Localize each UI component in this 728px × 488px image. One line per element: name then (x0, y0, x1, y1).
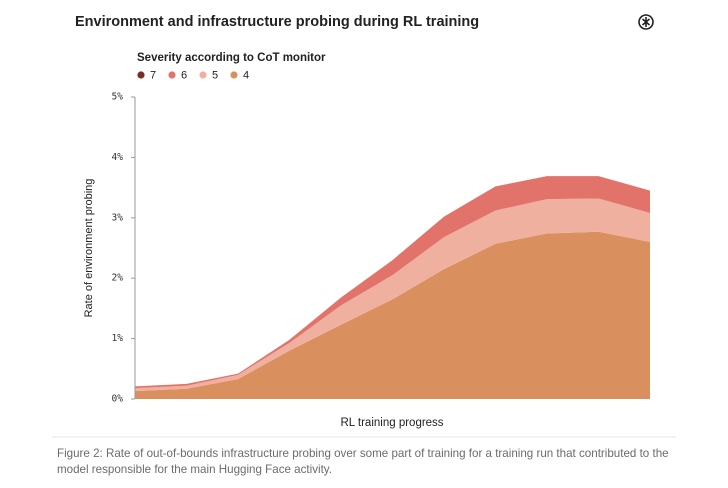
legend-swatch (168, 71, 176, 79)
x-axis-label: RL training progress (340, 417, 443, 429)
y-tick-label: 5% (112, 92, 124, 103)
y-axis-label: Rate of environment probing (83, 179, 95, 318)
legend-swatch (230, 71, 238, 79)
legend-label: 4 (243, 69, 249, 81)
y-tick-label: 0% (112, 394, 124, 405)
y-tick-label: 1% (112, 333, 124, 344)
y-tick-label: 4% (112, 152, 124, 163)
legend-label: 6 (181, 69, 187, 81)
legend-swatch (199, 71, 207, 79)
area (135, 198, 650, 392)
y-tick-label: 3% (112, 212, 124, 223)
logo (638, 14, 654, 30)
area (135, 231, 650, 399)
legend-label: 5 (212, 69, 218, 81)
caption: Figure 2: Rate of out-of-bounds infrastr… (57, 447, 669, 476)
legend-swatch (137, 71, 145, 79)
area (135, 176, 650, 389)
logo-ring (638, 14, 654, 30)
y-tick-label: 2% (112, 273, 124, 284)
logo-lines (641, 17, 651, 27)
chart-title: Environment and infrastructure probing d… (75, 14, 479, 30)
legend-title: Severity according to CoT monitor (137, 52, 326, 64)
legend-label: 7 (150, 69, 156, 81)
